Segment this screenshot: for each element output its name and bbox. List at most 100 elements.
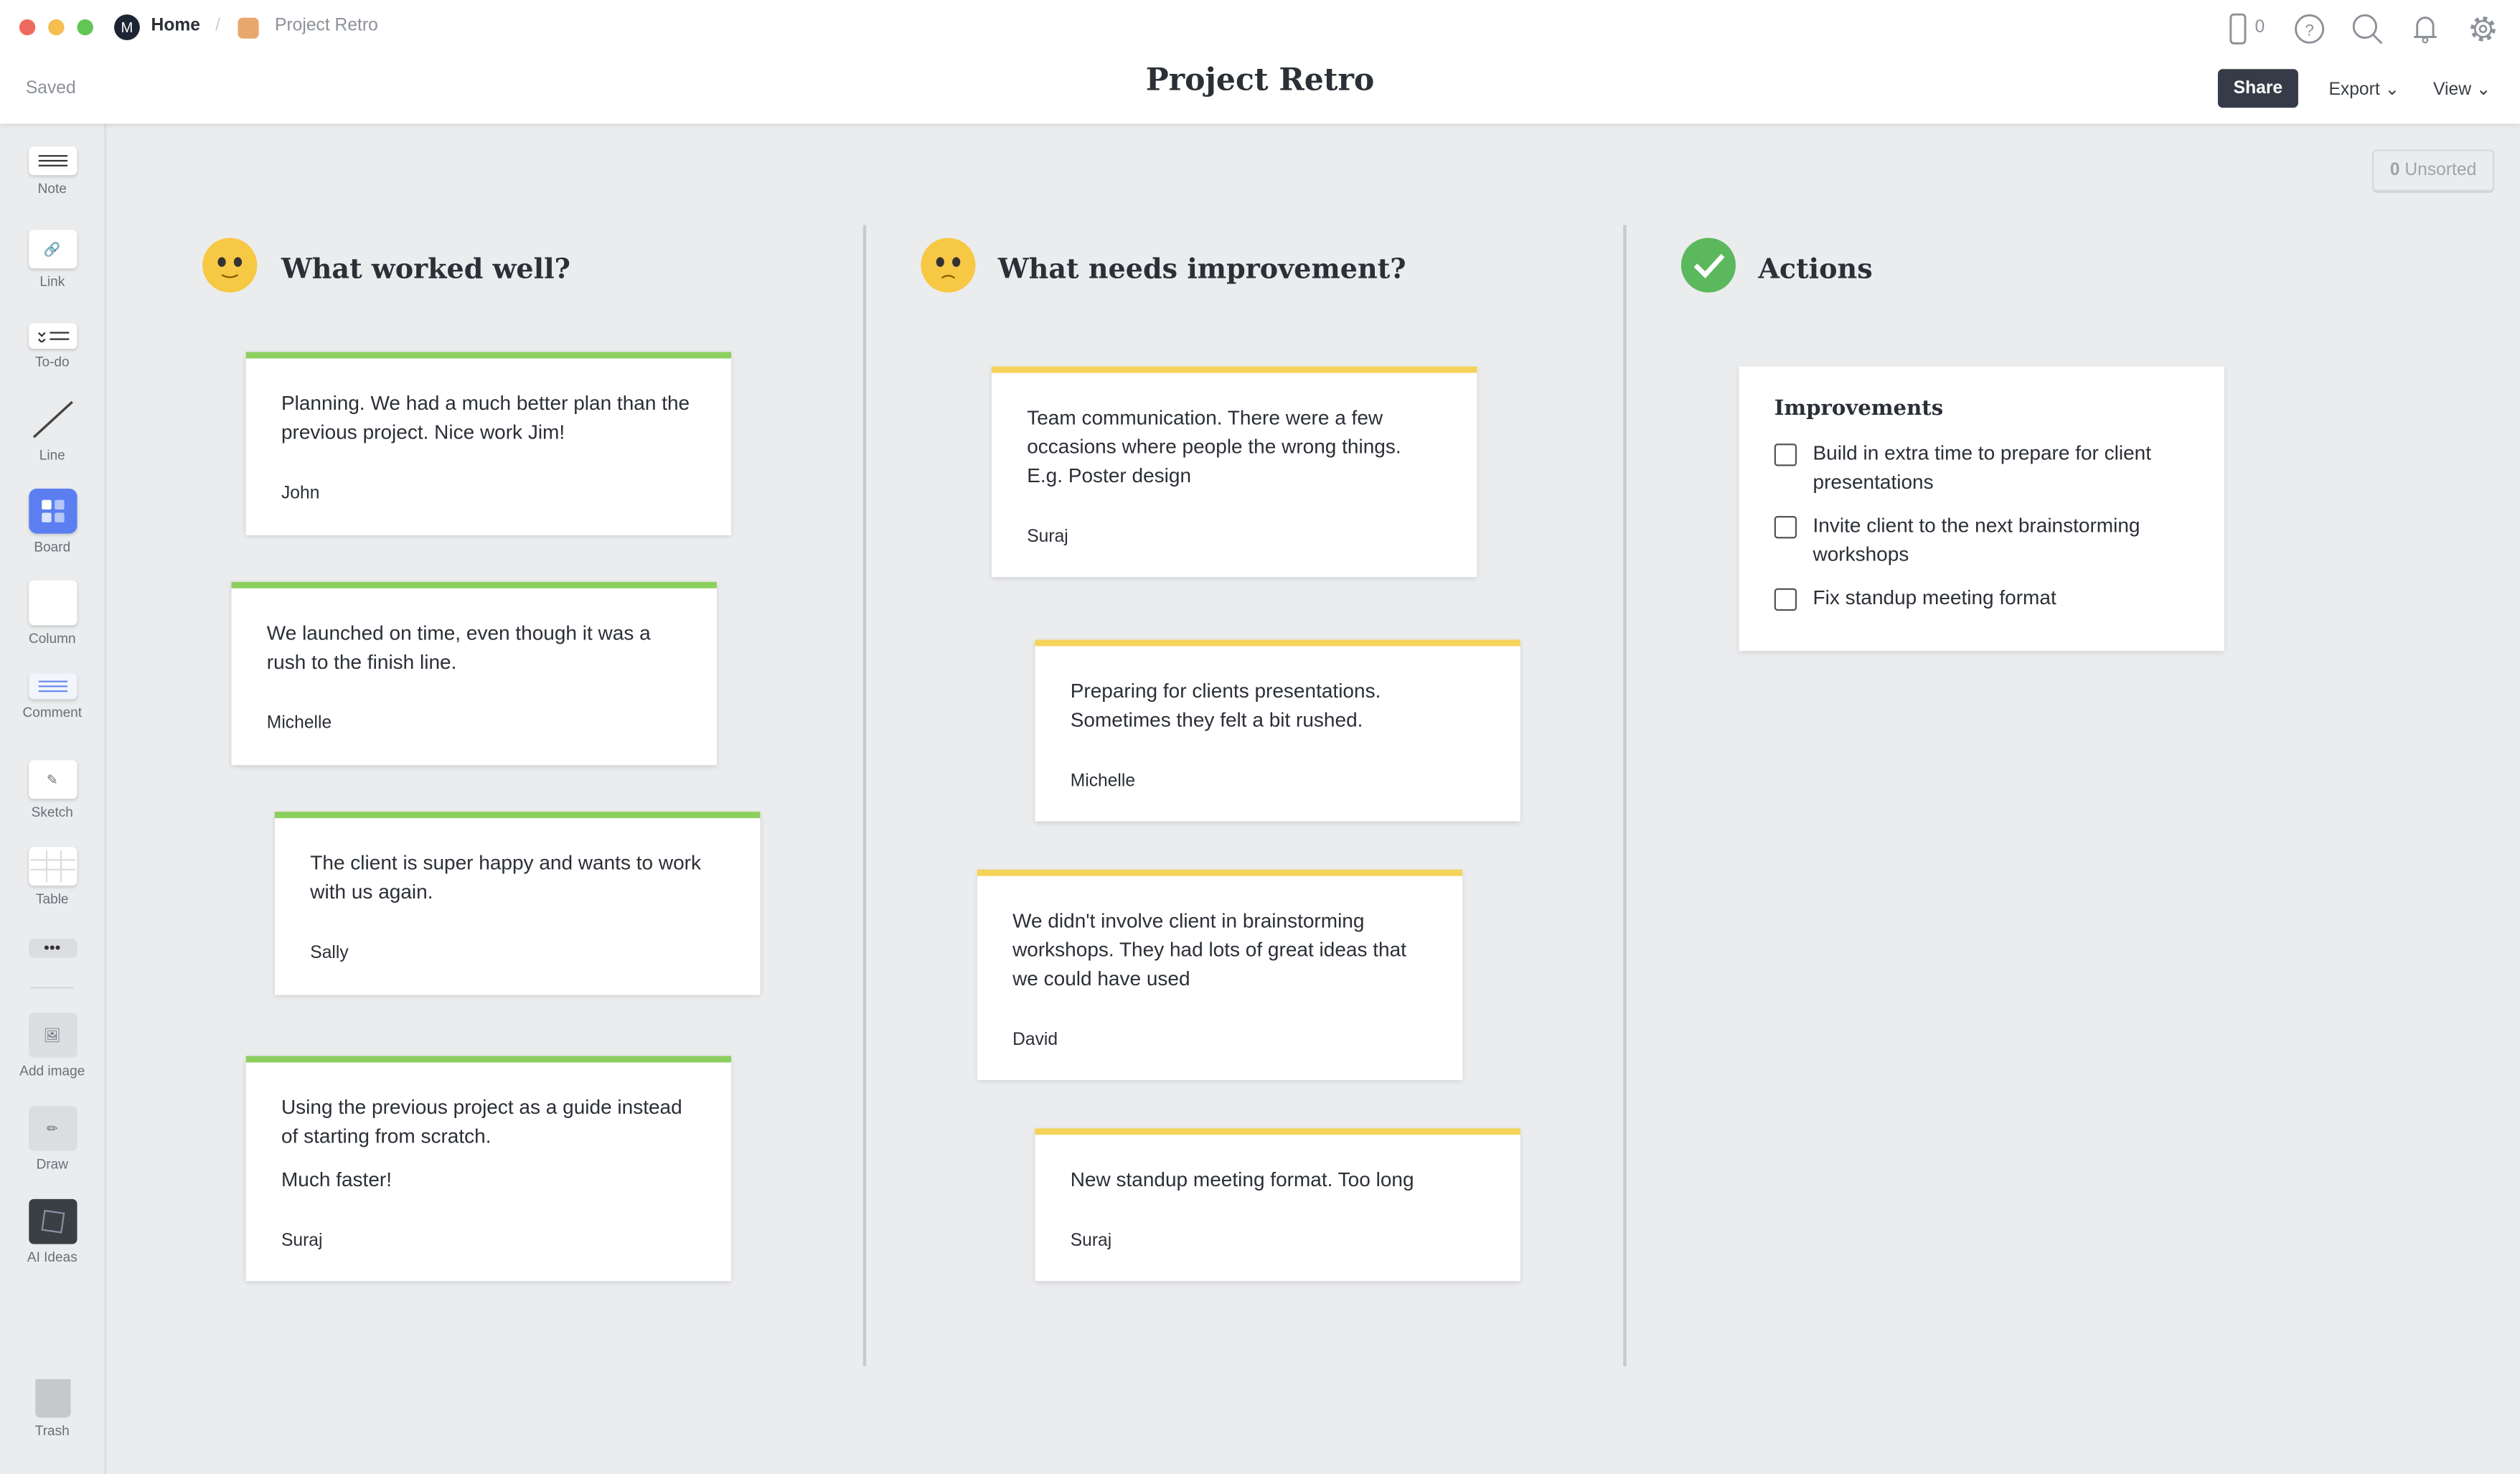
todo-list-card[interactable]: Improvements Build in extra time to prep…: [1739, 366, 2224, 652]
note-author: David: [1012, 1030, 1058, 1050]
tool-add-image[interactable]: 🖼 Add image: [0, 1013, 105, 1079]
column-icon: [28, 580, 77, 626]
device-icon[interactable]: [2224, 13, 2257, 45]
tool-label: Link: [39, 273, 65, 290]
tool-comment[interactable]: Comment: [0, 673, 105, 720]
help-icon[interactable]: ?: [2293, 13, 2326, 45]
tool-line[interactable]: Line: [0, 397, 105, 463]
note-text: Planning. We had a much better plan than…: [281, 392, 690, 444]
todo-text: Fix standup meeting format: [1813, 586, 2056, 609]
tool-table[interactable]: Table: [0, 847, 105, 906]
chevron-down-icon: ⌄: [2476, 80, 2491, 100]
note-author: Michelle: [1070, 771, 1136, 791]
note-card[interactable]: Preparing for clients presentations. Som…: [1035, 639, 1520, 822]
export-label: Export: [2328, 80, 2380, 100]
note-author: John: [281, 484, 320, 504]
tool-label: Board: [34, 538, 71, 555]
note-card[interactable]: We didn't involve client in brainstormin…: [977, 869, 1463, 1081]
tool-label: Note: [37, 179, 67, 197]
note-author: Sally: [310, 943, 349, 963]
todo-checkbox[interactable]: [1774, 588, 1797, 611]
note-card[interactable]: Planning. We had a much better plan than…: [245, 352, 732, 535]
pencil-icon: ✏: [28, 1105, 77, 1151]
todo-item: Fix standup meeting format: [1774, 583, 2189, 612]
tool-sketch[interactable]: ✎ Sketch: [0, 760, 105, 820]
note-card[interactable]: The client is super happy and wants to w…: [275, 812, 761, 995]
breadcrumb-home[interactable]: Home: [151, 16, 200, 36]
column-title: What needs improvement?: [997, 253, 1406, 286]
note-card[interactable]: Team communication. There were a few occ…: [991, 366, 1477, 578]
tool-todo[interactable]: To-do: [0, 323, 105, 370]
tool-label: Comment: [22, 704, 83, 720]
tool-link[interactable]: 🔗 Link: [0, 230, 105, 289]
more-dots-icon: •••: [28, 939, 77, 958]
note-card[interactable]: Using the previous project as a guide in…: [245, 1056, 732, 1282]
header: M Home / Project Retro Project Retro Sav…: [0, 0, 2520, 124]
checkmark-icon: [1680, 238, 1736, 293]
tool-label: Column: [28, 630, 76, 647]
note-text: Using the previous project as a guide in…: [281, 1096, 682, 1148]
view-dropdown[interactable]: View ⌄: [2433, 79, 2491, 100]
note-author: Suraj: [1027, 527, 1068, 547]
todo-checkbox[interactable]: [1774, 515, 1797, 539]
note-card[interactable]: New standup meeting format. Too long Sura…: [1035, 1128, 1520, 1282]
tool-label: Line: [39, 446, 65, 464]
close-window-button[interactable]: [19, 19, 36, 36]
save-status: Saved: [25, 78, 76, 98]
note-author: Michelle: [266, 713, 332, 733]
todo-item: Invite client to the next brainstorming …: [1774, 511, 2189, 569]
unsorted-label: Unsorted: [2404, 160, 2477, 180]
tool-label: Draw: [36, 1155, 69, 1172]
svg-text:?: ?: [2305, 21, 2313, 39]
breadcrumb-current[interactable]: Project Retro: [275, 16, 378, 36]
smile-emoji-icon: [202, 238, 258, 293]
tool-label: AI Ideas: [27, 1249, 77, 1265]
image-icon: 🖼: [28, 1013, 77, 1058]
table-icon: [28, 847, 77, 886]
settings-gear-icon[interactable]: [2467, 13, 2499, 45]
note-text: We launched on time, even though it was …: [266, 621, 651, 674]
column-title: Actions: [1758, 253, 1873, 286]
note-text: New standup meeting format. Too long: [1070, 1168, 1414, 1191]
tool-label: To-do: [34, 353, 70, 370]
todo-checkbox[interactable]: [1774, 443, 1797, 466]
chevron-down-icon: ⌄: [2384, 80, 2400, 100]
todo-text: Build in extra time to prepare for clien…: [1813, 441, 2152, 494]
home-logo-icon[interactable]: M: [114, 14, 140, 40]
column-divider: [1623, 225, 1627, 1366]
todo-item: Build in extra time to prepare for clien…: [1774, 438, 2189, 497]
tool-label: Table: [36, 890, 69, 907]
search-icon[interactable]: [2351, 13, 2384, 45]
tool-ai-ideas[interactable]: AI Ideas: [0, 1198, 105, 1265]
line-icon: [28, 397, 76, 442]
tool-column[interactable]: Column: [0, 580, 105, 647]
maximize-window-button[interactable]: [77, 19, 93, 36]
share-button[interactable]: Share: [2217, 69, 2298, 108]
note-icon: [28, 146, 77, 176]
sad-emoji-icon: [921, 238, 976, 293]
tool-board[interactable]: Board: [0, 488, 105, 555]
note-card[interactable]: We launched on time, even though it was …: [231, 581, 717, 766]
minimize-window-button[interactable]: [48, 19, 65, 36]
bell-icon[interactable]: [2409, 13, 2441, 45]
todo-text: Invite client to the next brainstorming …: [1813, 514, 2140, 566]
trash-icon: [34, 1379, 70, 1418]
tool-note[interactable]: Note: [0, 146, 105, 196]
unsorted-button[interactable]: 0 Unsorted: [2371, 149, 2495, 192]
note-text: Preparing for clients presentations. Som…: [1070, 680, 1381, 732]
note-text: Team communication. There were a few occ…: [1027, 406, 1401, 487]
board-color-icon: [238, 17, 259, 39]
more-tools-button[interactable]: •••: [0, 939, 105, 963]
todo-list-title: Improvements: [1774, 397, 1944, 421]
trash-button[interactable]: Trash: [0, 1379, 105, 1439]
note-author: Suraj: [281, 1231, 323, 1251]
note-author: Suraj: [1070, 1231, 1112, 1251]
tool-draw[interactable]: ✏ Draw: [0, 1105, 105, 1172]
export-dropdown[interactable]: Export ⌄: [2328, 79, 2399, 100]
note-text: We didn't involve client in brainstormin…: [1012, 909, 1406, 990]
tool-label: Trash: [34, 1422, 70, 1439]
link-icon: 🔗: [28, 230, 77, 269]
comment-icon: [28, 673, 77, 700]
view-label: View: [2433, 80, 2472, 100]
tool-label: Add image: [19, 1062, 85, 1079]
